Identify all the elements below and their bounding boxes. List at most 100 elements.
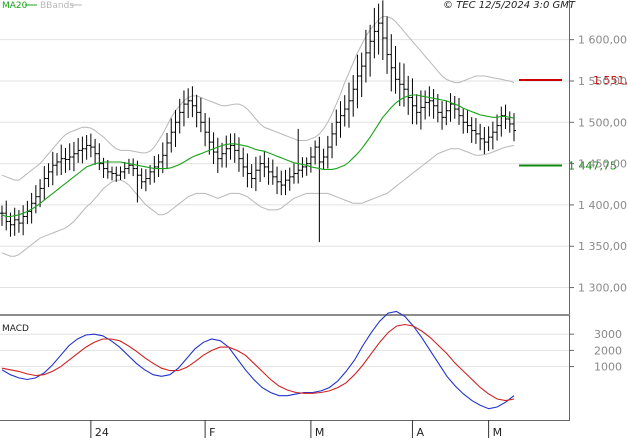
ohlc-bar <box>287 167 292 191</box>
ohlc-bar <box>262 150 267 178</box>
ohlc-bar <box>321 148 326 170</box>
copyright-label: © TEC 12/5/2024 3:0 GMT <box>443 0 576 11</box>
macd-y-tick-label: 1000 <box>594 361 622 374</box>
ohlc-bar <box>190 86 195 118</box>
ohlc-bar <box>304 157 309 176</box>
ohlc-bar <box>169 118 174 153</box>
ohlc-bar <box>473 118 478 144</box>
ma20-series <box>1 94 515 218</box>
ohlc-bar <box>355 54 360 109</box>
macd-signal-line <box>1 323 515 402</box>
price-y-tick-label: 1 450,00 <box>578 158 627 171</box>
ohlc-bar <box>177 98 182 134</box>
legend-ma20: MA20 <box>2 1 28 11</box>
x-tick-label: A <box>416 426 424 439</box>
ohlc-bar <box>135 160 140 203</box>
price-levels: 1 551,2 1 447,75 <box>519 74 627 172</box>
ohlc-bar <box>198 97 203 133</box>
ohlc-bar <box>266 157 271 185</box>
resistance-level-label: 1 551,2 <box>593 74 627 87</box>
ohlc-bar <box>317 136 322 243</box>
ohlc-bar <box>59 144 64 176</box>
ohlc-bar <box>456 97 461 125</box>
ohlc-bar <box>165 132 170 169</box>
ohlc-bar <box>16 210 21 233</box>
ohlc-bar <box>101 157 106 178</box>
ohlc-bar <box>495 114 500 141</box>
ohlc-bar <box>346 82 351 128</box>
ohlc-bar <box>50 151 55 186</box>
legend-bbands: BBands <box>40 1 74 11</box>
x-tick-label: M <box>493 426 503 439</box>
ohlc-bar <box>194 94 199 128</box>
ohlc-bar <box>143 169 148 192</box>
ohlc-bar <box>482 126 487 155</box>
ohlc-bar <box>258 155 263 182</box>
ohlc-bar <box>465 110 470 134</box>
ohlc-bar <box>181 90 186 127</box>
support-level-label: 1 447,75 <box>568 159 617 172</box>
ohlc-bar <box>0 205 4 226</box>
ohlc-bar <box>76 138 81 163</box>
ohlc-bar <box>12 207 17 236</box>
ohlc-bar <box>469 117 474 143</box>
ohlc-bar <box>97 143 102 171</box>
ohlc-bar <box>363 29 368 83</box>
ohlc-bar <box>249 164 254 189</box>
ohlc-bar <box>461 108 466 134</box>
price-y-tick-label: 1 300,00 <box>578 282 627 295</box>
ohlc-bar <box>71 141 76 172</box>
ohlc-bar <box>173 110 178 147</box>
ohlc-bar <box>397 62 402 106</box>
ohlc-bar <box>46 163 51 188</box>
ohlc-bar <box>139 168 144 189</box>
ohlc-bar <box>490 121 495 150</box>
ohlc-bar <box>507 111 512 133</box>
ohlc-bar <box>148 165 153 185</box>
ohlc-bar <box>393 45 398 94</box>
bbands-series <box>1 16 515 257</box>
ohlc-bar <box>338 101 343 138</box>
ohlc-bar <box>67 143 72 171</box>
ohlc-bar <box>313 140 318 165</box>
ohlc-bar <box>410 78 415 125</box>
ohlc-bar <box>207 117 212 155</box>
ohlc-bar <box>279 170 284 196</box>
x-tick-label: F <box>209 426 215 439</box>
ohlc-bar <box>376 3 381 55</box>
ohlc-bar <box>359 52 364 98</box>
ohlc-bar <box>296 128 301 184</box>
ma20-line <box>1 94 515 218</box>
ohlc-bar <box>93 138 98 165</box>
ohlc-bar <box>114 166 119 182</box>
ohlc-bar <box>499 106 504 137</box>
ohlc-bar <box>186 88 191 119</box>
ohlc-bar <box>440 101 445 130</box>
x-tick-label: M <box>315 426 325 439</box>
ohlc-bar <box>253 156 258 192</box>
price-y-tick-label: 1 550,00 <box>578 75 627 88</box>
ohlc-bar <box>203 113 208 147</box>
ohlc-bar <box>122 161 127 179</box>
bbands-lower-line <box>1 144 515 257</box>
ohlc-bar <box>4 200 9 231</box>
ohlc-bar <box>63 147 68 173</box>
ohlc-bar <box>308 147 313 173</box>
ohlc-bar <box>224 135 229 168</box>
ohlc-bar <box>42 166 47 201</box>
ohlc-bar <box>220 142 225 168</box>
ohlc-series <box>0 0 516 243</box>
price-y-tick-label: 1 500,00 <box>578 116 627 129</box>
ohlc-bar <box>105 160 110 179</box>
ohlc-bar <box>444 101 449 126</box>
macd-y-tick-label: 2000 <box>594 344 622 357</box>
ohlc-bar <box>156 154 161 177</box>
macd-title: MACD <box>2 324 29 334</box>
ohlc-bar <box>448 93 453 122</box>
macd-lines <box>1 310 515 410</box>
ohlc-bar <box>131 158 136 177</box>
ohlc-bar <box>245 153 250 188</box>
ohlc-bar <box>21 205 26 236</box>
ohlc-bar <box>401 63 406 107</box>
ohlc-bar <box>342 95 347 127</box>
